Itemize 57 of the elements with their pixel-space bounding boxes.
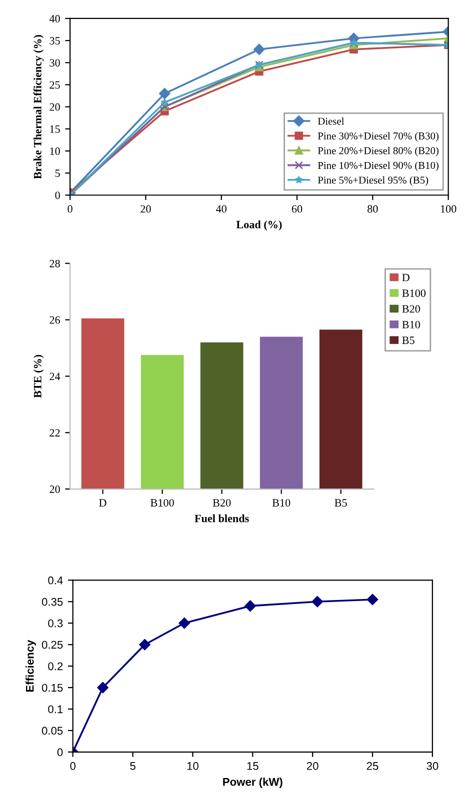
legend-label: D [402, 274, 410, 282]
x-tick-label: 20 [306, 762, 318, 770]
x-tick-label: 60 [292, 205, 302, 213]
y-tick-label: 15 [50, 125, 60, 133]
y-axis-title: Efficiency [26, 640, 36, 692]
x-tick-label: 80 [368, 205, 378, 213]
legend-label: B100 [402, 289, 426, 297]
x-tick-label: 15 [247, 762, 258, 770]
y-tick-label: 22 [50, 429, 60, 436]
y-tick-label: 0.05 [42, 726, 63, 735]
x-tick-label: B20 [212, 499, 231, 507]
x-tick-label: 25 [366, 762, 378, 770]
x-tick-label: 5 [130, 762, 136, 770]
x-tick-label: 0 [68, 205, 72, 213]
legend-label: B5 [402, 336, 414, 344]
x-tick-label: D [99, 499, 106, 506]
legend-label: Pine 10%+Diesel 90% (B10) [318, 162, 438, 172]
x-tick-label: 100 [440, 205, 456, 213]
legend-label: Diesel [318, 117, 344, 125]
y-tick-label: 20 [50, 103, 60, 111]
y-tick-label: 25 [50, 81, 60, 89]
legend-label: Pine 30%+Diesel 70% (B30) [318, 132, 438, 142]
y-tick-label: 0.35 [42, 598, 63, 606]
y-tick-label: 0.3 [48, 619, 63, 628]
x-tick-label: B5 [334, 499, 347, 507]
legend-label: Pine 5%+Diesel 95% (B5) [318, 176, 428, 186]
y-tick-label: 0 [57, 748, 63, 756]
x-axis-title: Power (kW) [223, 778, 282, 788]
y-tick-label: 0.25 [42, 640, 63, 649]
y-tick-label: 0.15 [42, 684, 63, 692]
y-tick-label: 28 [50, 260, 60, 268]
y-tick-label: 20 [50, 485, 60, 493]
legend-label: Pine 20%+Diesel 80% (B20) [318, 146, 438, 156]
y-axis-title: Brake Thermal Efficiency (%) [33, 35, 44, 179]
x-tick-label: 20 [140, 205, 151, 213]
y-tick-label: 0.4 [48, 576, 63, 584]
y-tick-label: 0 [55, 192, 60, 200]
y-tick-label: 10 [50, 147, 60, 155]
legend-label: B10 [402, 320, 420, 328]
x-tick-label: 10 [187, 762, 198, 770]
y-tick-label: 0.1 [48, 705, 63, 714]
y-tick-label: 30 [50, 59, 60, 67]
legend-label: B20 [402, 305, 420, 313]
x-axis-title: Fuel blends [194, 514, 249, 522]
y-axis-title: BTE (%) [34, 354, 44, 398]
x-tick-label: 40 [216, 205, 226, 213]
y-tick-label: 35 [50, 37, 60, 45]
x-tick-label: B10 [272, 499, 290, 507]
x-axis-title: Load (%) [236, 220, 282, 231]
x-tick-label: 0 [70, 762, 76, 770]
y-tick-label: 26 [50, 316, 60, 324]
y-tick-label: 0.2 [48, 662, 63, 670]
y-tick-label: 5 [55, 170, 60, 178]
x-tick-label: 30 [426, 762, 438, 770]
x-tick-label: B100 [150, 499, 174, 507]
y-tick-label: 24 [50, 372, 60, 380]
y-tick-label: 40 [49, 14, 60, 22]
